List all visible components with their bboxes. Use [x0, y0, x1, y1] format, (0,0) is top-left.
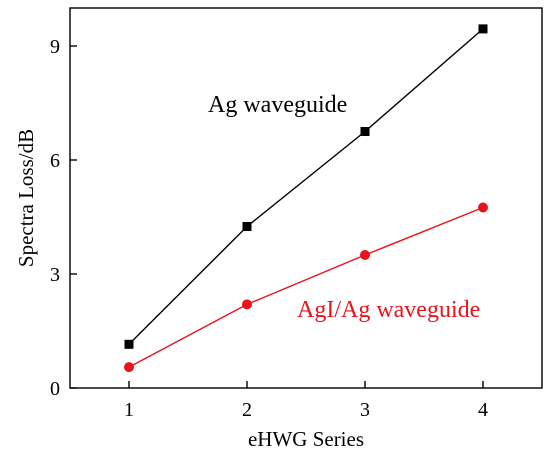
ag-waveguide-label: Ag waveguide — [208, 92, 347, 118]
y-axis-ticks: 0 3 6 9 — [50, 36, 77, 400]
data-point-square — [360, 127, 370, 136]
data-point-circle — [360, 250, 370, 260]
y-axis-title: Spectra Loss/dB — [14, 129, 38, 267]
series-2 — [124, 202, 488, 373]
data-point-square — [242, 222, 252, 231]
x-tick-label: 2 — [242, 399, 252, 421]
data-point-circle — [124, 362, 134, 373]
y-tick-label: 0 — [50, 378, 60, 400]
series-line — [128, 28, 484, 345]
series-layer — [124, 24, 488, 373]
x-axis-title: eHWG Series — [248, 427, 364, 451]
x-tick-label: 4 — [478, 399, 488, 421]
y-tick-label: 9 — [50, 36, 60, 58]
plot-frame — [69, 7, 543, 389]
x-axis-ticks: 1 2 3 4 — [124, 381, 488, 421]
agi-ag-waveguide-label: AgI/Ag waveguide — [297, 297, 480, 323]
series-line — [128, 206, 484, 368]
series-1 — [124, 24, 488, 349]
x-tick-label: 3 — [360, 399, 370, 421]
data-point-square — [478, 24, 488, 34]
data-point-square — [124, 339, 134, 349]
y-tick-label: 6 — [50, 150, 60, 172]
data-point-circle — [242, 299, 252, 310]
x-tick-label: 1 — [124, 399, 134, 421]
y-tick-label: 3 — [50, 264, 60, 286]
data-point-circle — [478, 202, 488, 213]
